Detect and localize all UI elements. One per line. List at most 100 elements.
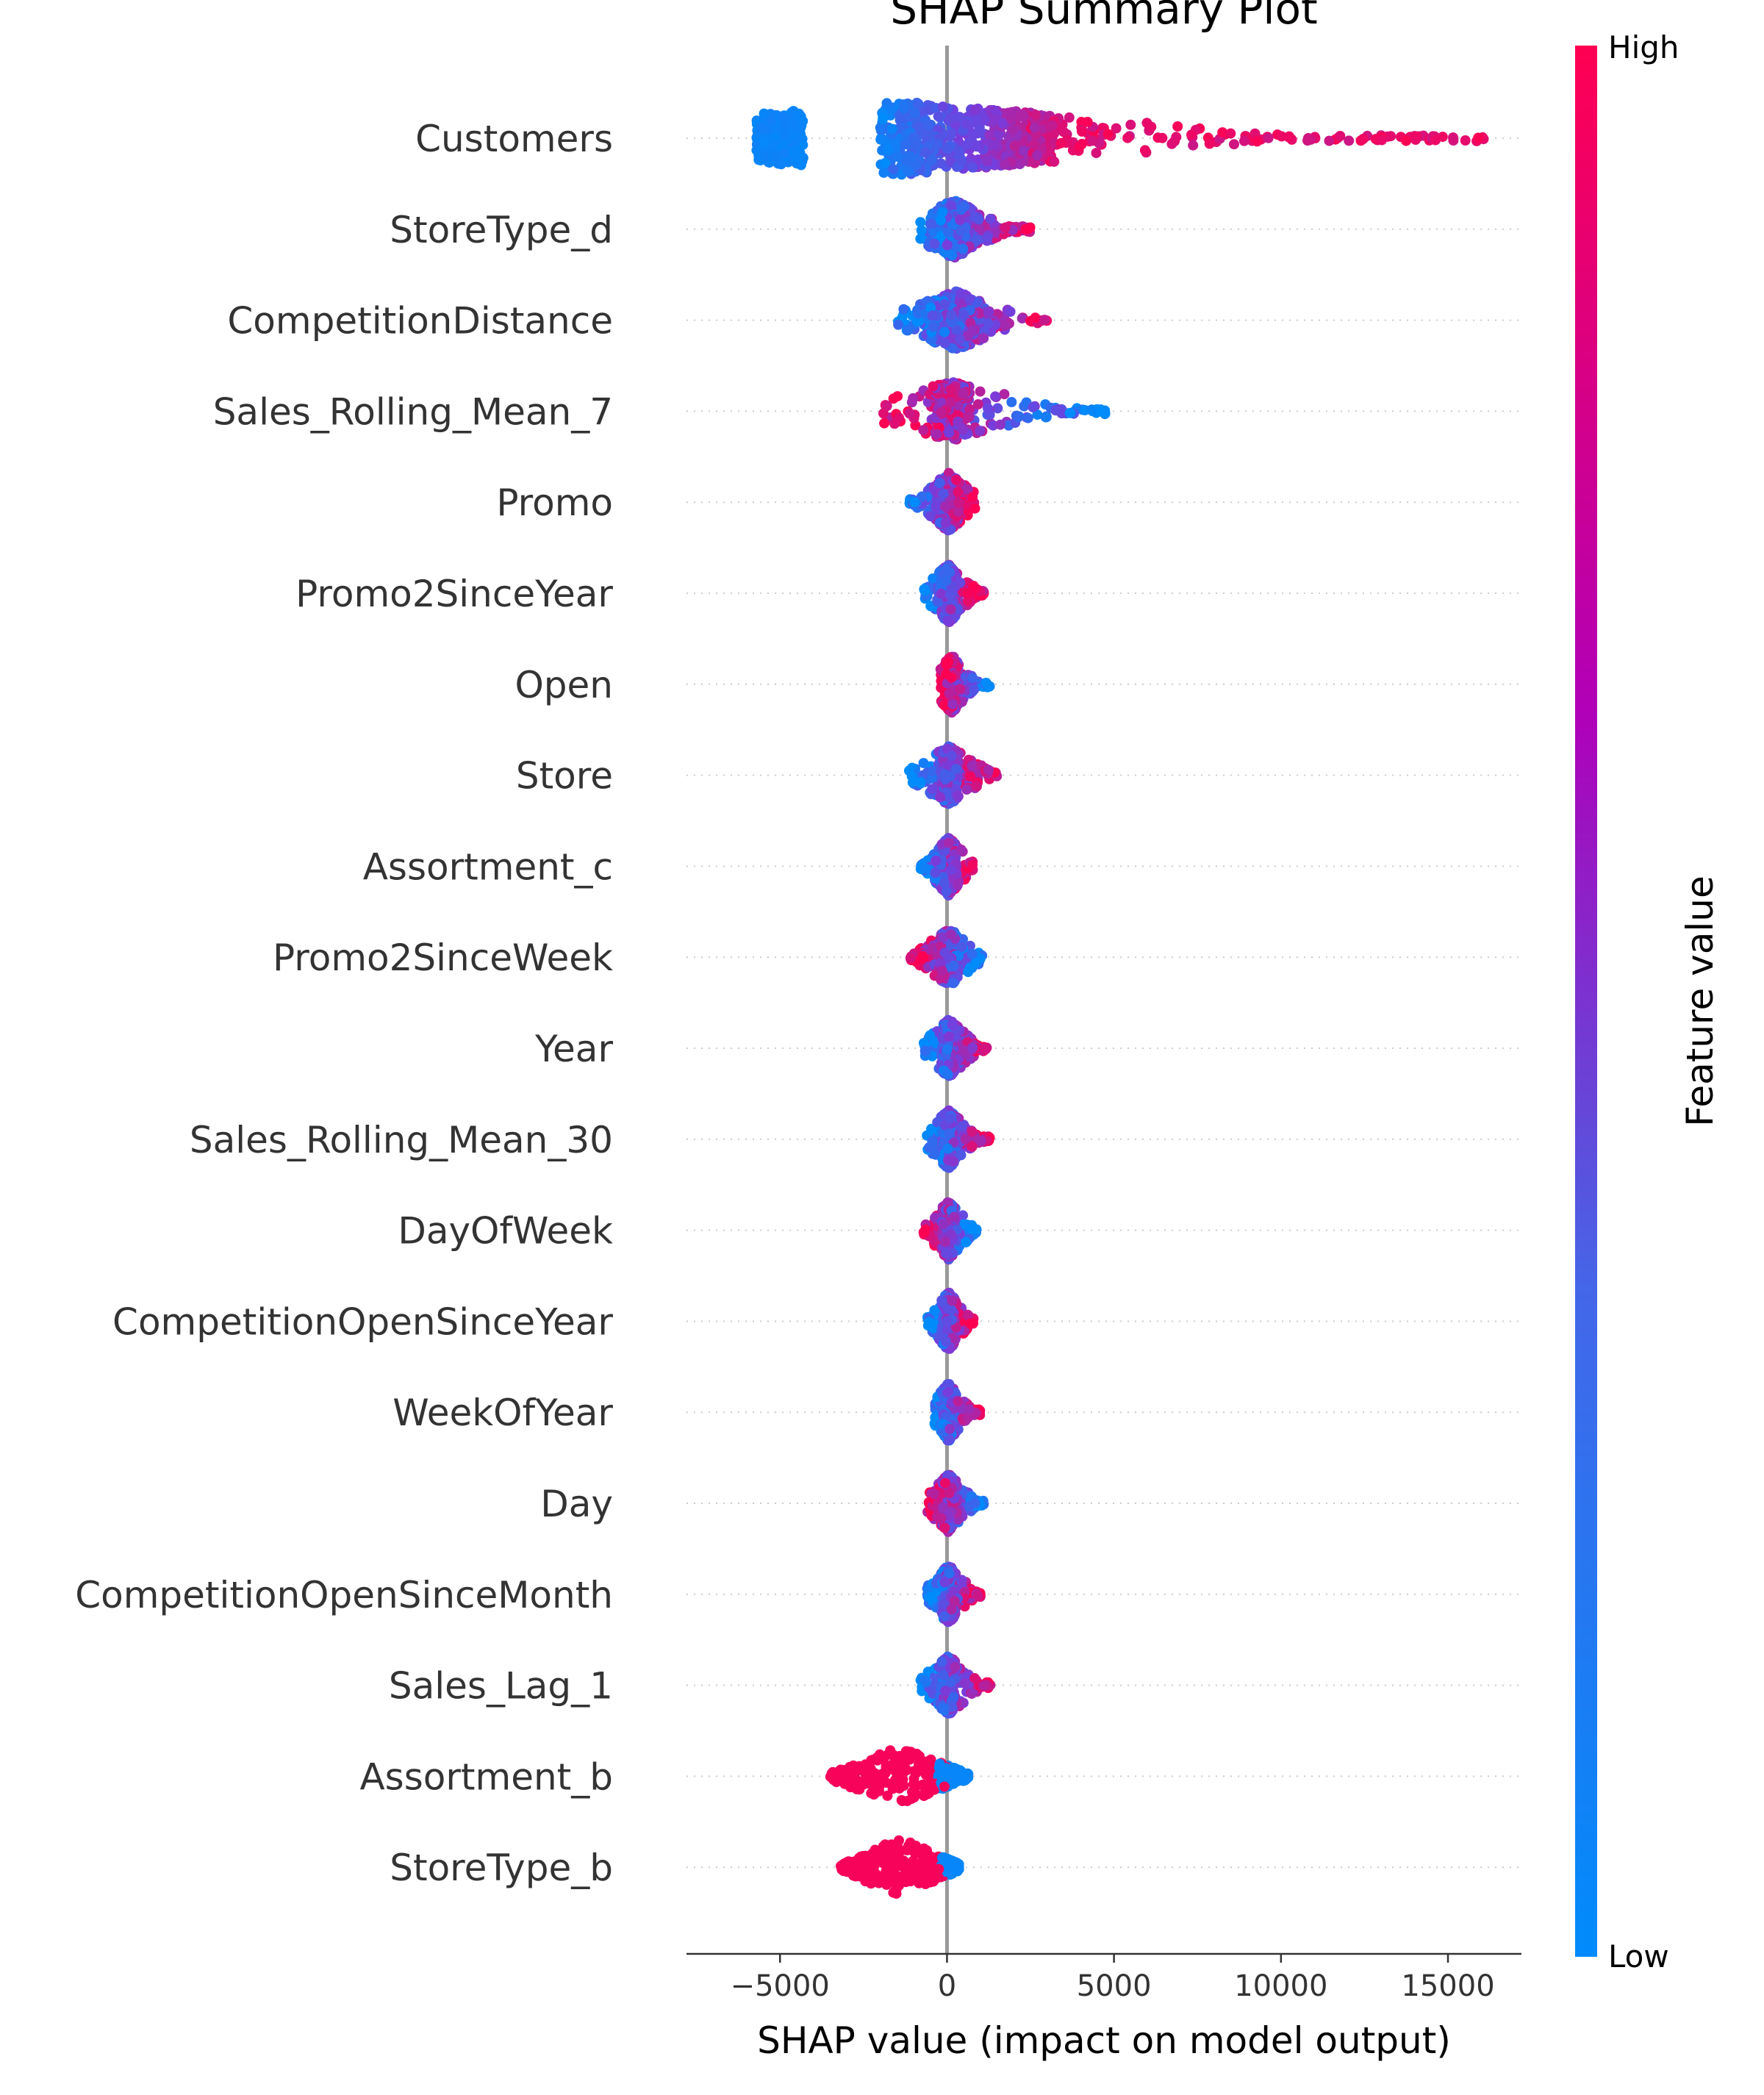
shap-point: [1087, 406, 1098, 417]
shap-point: [1056, 121, 1066, 132]
shap-point: [1064, 407, 1075, 418]
shap-point: [945, 604, 956, 615]
shap-point: [954, 334, 965, 345]
shap-point: [912, 121, 922, 132]
shap-point: [1139, 145, 1150, 156]
shap-point: [935, 792, 946, 803]
shap-point: [944, 1113, 956, 1124]
shap-point: [927, 310, 938, 321]
feature-label: Promo: [496, 481, 613, 524]
feature-label: Customers: [415, 118, 613, 160]
shap-point: [760, 151, 770, 162]
shap-point: [916, 225, 927, 236]
feature-points: [918, 1197, 982, 1265]
shap-point: [953, 416, 964, 427]
shap-point: [944, 688, 955, 699]
shap-point: [942, 240, 953, 251]
feature-points: [919, 559, 989, 627]
shap-point: [946, 864, 957, 875]
shap-point: [936, 965, 947, 976]
shap-point: [900, 139, 911, 150]
shap-point: [898, 103, 909, 114]
shap-point: [932, 429, 943, 440]
shap-point: [1047, 120, 1058, 131]
shap-point: [1006, 397, 1017, 407]
shap-point: [915, 233, 926, 244]
feature-points: [751, 98, 1489, 180]
shap-point: [1087, 135, 1098, 146]
shap-points: [751, 98, 1489, 1899]
shap-point: [947, 699, 958, 709]
shap-point: [918, 758, 929, 769]
shap-point: [1430, 135, 1441, 146]
shap-point: [918, 425, 929, 436]
shap-point: [1032, 409, 1043, 420]
shap-point: [938, 488, 949, 499]
shap-point: [1013, 412, 1024, 423]
shap-point: [908, 132, 919, 143]
feature-label: Day: [540, 1483, 613, 1525]
shap-point: [1074, 141, 1085, 152]
shap-point: [1401, 135, 1412, 146]
shap-point: [926, 334, 937, 345]
shap-point: [903, 166, 914, 177]
feature-points: [904, 468, 980, 536]
shap-point: [945, 129, 956, 140]
shap-point: [892, 391, 903, 402]
shap-point: [1102, 129, 1114, 140]
shap-point: [912, 308, 923, 319]
shap-point: [947, 317, 958, 328]
feature-points: [878, 377, 1111, 445]
shap-point: [1049, 128, 1060, 139]
shap-point: [967, 673, 978, 684]
shap-point: [945, 112, 956, 123]
shap-point: [1276, 131, 1287, 142]
shap-point: [925, 511, 936, 522]
shap-point: [937, 101, 948, 112]
shap-point: [1111, 123, 1122, 134]
shap-point: [944, 1031, 955, 1042]
shap-point: [943, 837, 954, 848]
shap-point: [1122, 132, 1133, 143]
shap-point: [1030, 110, 1041, 121]
shap-point: [894, 114, 906, 125]
shap-point: [1091, 148, 1102, 159]
shap-point: [892, 151, 903, 162]
shap-point: [898, 304, 909, 315]
shap-point: [1000, 222, 1011, 233]
shap-point: [1335, 131, 1346, 141]
shap-point: [939, 948, 950, 959]
shap-point: [778, 148, 789, 159]
shap-point: [971, 114, 982, 125]
shap-point: [946, 309, 957, 320]
shap-point: [975, 308, 986, 319]
shap-point: [942, 1044, 953, 1055]
shap-point: [967, 1126, 978, 1137]
shap-point: [1040, 412, 1051, 423]
shap-point: [1172, 121, 1183, 132]
shap-point: [923, 120, 934, 131]
feature-label: Sales_Rolling_Mean_7: [213, 390, 613, 433]
feature-label: DayOfWeek: [398, 1210, 613, 1253]
shap-point: [955, 215, 966, 226]
shap-point: [957, 1121, 968, 1131]
shap-point: [1077, 126, 1088, 137]
shap-point: [1125, 119, 1136, 130]
shap-point: [915, 217, 926, 228]
shap-point: [882, 145, 893, 156]
shap-point: [1460, 135, 1471, 146]
shap-point: [945, 384, 956, 395]
shap-point: [1005, 307, 1016, 317]
shap-point: [948, 960, 959, 971]
shap-point: [759, 137, 770, 148]
shap-point: [947, 1020, 958, 1031]
shap-point: [997, 118, 1008, 129]
shap-point: [913, 99, 924, 110]
shap-point: [937, 207, 948, 218]
shap-point: [1157, 132, 1168, 143]
shap-point: [1050, 405, 1061, 416]
shap-point: [1229, 139, 1239, 150]
shap-point: [944, 590, 956, 601]
feature-rows: CustomersStoreType_dCompetitionDistanceS…: [75, 118, 1521, 1889]
shap-point: [985, 213, 996, 224]
